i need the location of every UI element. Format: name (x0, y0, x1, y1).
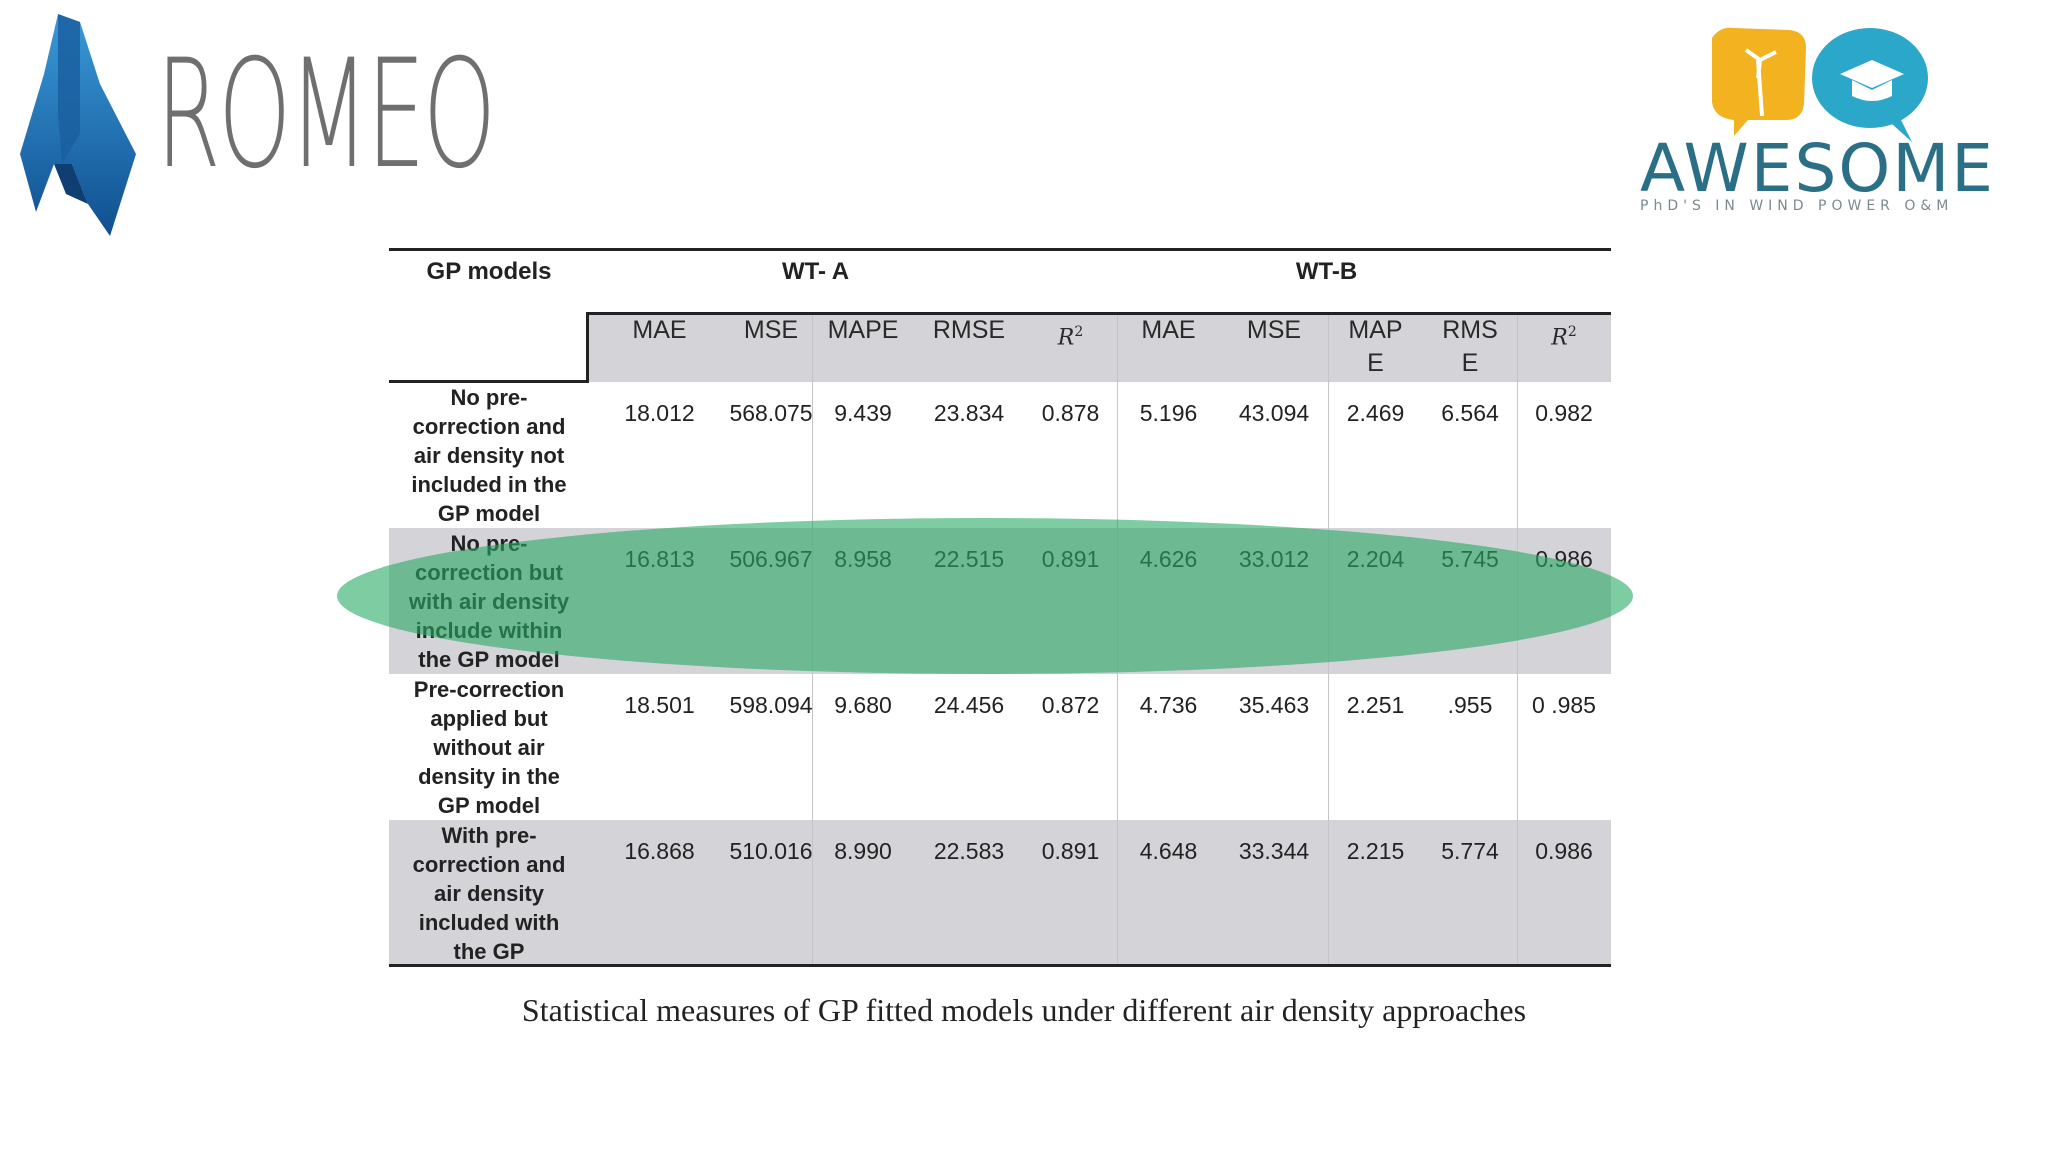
table-cell: 18.012 (624, 399, 695, 426)
row-label-line: GP model (437, 792, 541, 818)
table-cell: 9.680 (834, 691, 892, 718)
metric-header-line: RMSE (932, 316, 1006, 344)
metric-header: MSE (1220, 314, 1328, 382)
metric-header-line: MAE (632, 316, 687, 344)
metric-header-line: E (1367, 349, 1384, 377)
table-cell: 18.501 (624, 691, 695, 718)
table-cell: 2.251 (1346, 691, 1405, 718)
awesome-logo-tagline: PhD'S IN WIND POWER O&M (1640, 198, 1954, 214)
subheader-rule (587, 312, 1611, 315)
top-rule (389, 248, 1611, 251)
table-cell: 0 .985 (1532, 691, 1596, 718)
metric-header: RMSE (914, 314, 1024, 382)
row-label-line: included in the (411, 471, 567, 497)
awesome-logo-text: AWESOME (1640, 130, 1995, 207)
header-band (589, 314, 1611, 382)
table-cell: 4.736 (1139, 691, 1198, 718)
metric-header-line: MAP (1348, 316, 1403, 344)
metric-header-line: MAE (1141, 316, 1196, 344)
table-cell: 2.469 (1346, 399, 1405, 426)
metric-header-line: MSE (743, 316, 799, 344)
row-label-line: air density not (413, 442, 565, 468)
row-label-line: correction and (412, 851, 566, 877)
header-bottom-rule (389, 380, 589, 383)
metric-header: MAPE (812, 314, 914, 382)
row-label-line: With pre- (441, 822, 537, 848)
table-cell: 510.016 (729, 837, 813, 864)
table-cell: .955 (1447, 691, 1493, 718)
metric-header-line: R (1551, 325, 1568, 351)
table-cell: 6.564 (1441, 399, 1499, 426)
row-label-line: the GP (453, 938, 525, 964)
table-cell: 8.990 (834, 837, 892, 864)
bottom-rule (389, 964, 1611, 967)
metric-header: MAP E (1328, 314, 1423, 382)
table-caption: Statistical measures of GP fitted models… (521, 992, 1527, 1028)
table-cell: 0.872 (1041, 691, 1100, 718)
row-label-line: correction and (412, 413, 566, 439)
metric-header-line: RMS (1442, 316, 1498, 344)
romeo-logo-mark (20, 14, 136, 236)
table-cell: 5.196 (1139, 399, 1198, 426)
awesome-logo-mark (1712, 27, 1928, 142)
table-cell: 43.094 (1238, 399, 1310, 426)
table-cell: 4.648 (1139, 837, 1198, 864)
table-cell: 23.834 (933, 399, 1005, 426)
table-cell: 0.982 (1535, 399, 1593, 426)
row-label-line: included with (418, 909, 560, 935)
table-cell: 568.075 (729, 399, 813, 426)
romeo-logo-text: ROMEO (156, 28, 496, 202)
table-cell: 2.215 (1346, 837, 1405, 864)
group-header-wt-b: WT-B (1295, 258, 1358, 285)
table-cell: 9.439 (834, 399, 892, 426)
metric-header: R2 (1024, 314, 1117, 384)
row-band-4 (389, 820, 1611, 966)
table-cell: 16.868 (624, 837, 695, 864)
row-label: With pre-correction and air density includ… (389, 820, 589, 966)
table-cell: 5.774 (1441, 837, 1499, 864)
corner-label: GP models (426, 258, 552, 285)
table-cell: 33.344 (1238, 837, 1310, 864)
table-cell: 598.094 (729, 691, 813, 718)
row-label-line: density in the (418, 763, 560, 789)
row-label-line: air density (433, 880, 545, 906)
corner-rule (586, 312, 589, 383)
metric-header-line: MAPE (827, 316, 899, 344)
metric-header: MAE (1117, 314, 1220, 382)
highlight-ellipse (337, 518, 1633, 674)
row-label: Pre-correction applied but without air dens… (389, 674, 589, 820)
table-cell: 0.986 (1535, 837, 1593, 864)
metric-header-line: R (1057, 325, 1075, 351)
metric-header: RMS E (1423, 314, 1517, 382)
superscript: 2 (1074, 324, 1084, 340)
table-cell: 22.583 (933, 837, 1005, 864)
superscript: 2 (1567, 324, 1577, 340)
row-label-line: GP model (437, 500, 541, 526)
metric-header: R2 (1517, 314, 1611, 384)
metric-header: MAE (589, 314, 730, 382)
table-cell: 0.878 (1041, 399, 1100, 426)
table-cell: 24.456 (933, 691, 1005, 718)
row-label: No pre-correction and air density not incl… (389, 382, 589, 528)
row-label-line: without air (433, 734, 545, 760)
table-cell: 35.463 (1238, 691, 1310, 718)
group-header-wt-a: WT- A (781, 258, 850, 285)
metric-header: MSE (730, 314, 812, 382)
metric-header-line: E (1461, 349, 1479, 377)
metric-header-line: MSE (1246, 316, 1302, 344)
row-label-line: Pre-correction (413, 676, 565, 702)
table-cell: 0.891 (1041, 837, 1100, 864)
row-label-line: applied but (430, 705, 548, 731)
row-label-line: No pre- (450, 384, 528, 410)
